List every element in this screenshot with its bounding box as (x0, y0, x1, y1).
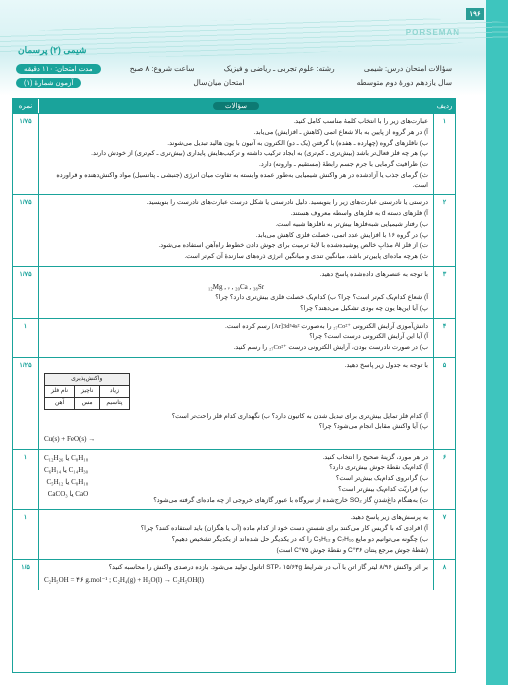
question-row: ۲ درستی یا نادرستی عبارت‌های زیر را بنویس… (13, 194, 455, 266)
q-line: بر اثر واکنش ۸/۹۶ لیتر گاز اتن با آب در … (44, 563, 428, 573)
q-line: ب) گرانروی کدام‌یک بیش‌تر است؟ (118, 474, 428, 484)
q-line: ب) نافلزهای گروه (چهارده ـ هفده) با گرفت… (44, 139, 428, 149)
head-num: ردیف (433, 99, 455, 113)
q-line: پ) آیا واکنش مقابل انجام می‌شود؟ چرا؟ (44, 422, 428, 432)
q-line: با توجه به جدول زیر پاسخ دهید. (44, 361, 428, 371)
row-score: ۱ (13, 450, 39, 510)
row-score: ۱/۷۵ (13, 114, 39, 194)
header-row-1: سؤالات امتحان درس: شیمی رشته: علوم تجربی… (12, 62, 456, 76)
row-question: بر اثر واکنش ۸/۹۶ لیتر گاز اتن با آب در … (39, 560, 433, 589)
formula: CaCO₃ یا CaO (44, 489, 88, 500)
head-score: نمره (13, 99, 39, 113)
header-field: رشته: علوم تجربی ـ ریاضی و فیزیک (224, 64, 335, 74)
q-line: آ) در هر گروه از پایین به بالا شعاع اتمی… (44, 128, 428, 138)
q-line: ب) در صورت نادرست بودن، آرایش الکترونی د… (44, 343, 428, 353)
q-line: آ) آیا این آرایش الکترونی درست است؟ چرا؟ (44, 332, 428, 342)
q-line: پ) هر چه فلز فعال‌تر باشد (بیش‌تری ـ کم‌… (44, 149, 428, 159)
formula: C₅H₁₂ یا C₈H₁₈ (44, 477, 88, 488)
header-examno: آزمون شمارۀ (۱) (16, 78, 81, 88)
table-head: ردیف سؤالات نمره (13, 99, 455, 113)
page-number: ۱۹۶ (466, 8, 484, 20)
row-score: ۱ (13, 319, 39, 357)
question-row: ۵ با توجه به جدول زیر پاسخ دهید. واکنش‌پذی… (13, 357, 455, 449)
formula: ₁₂Mg , ᵥ , ₂₀Ca , ₃₈Sr (44, 281, 428, 294)
q-line: آ) شعاع کدام‌یک کم‌تر است؟ چرا؟ ب) کدام‌… (44, 293, 428, 303)
row-score: ۱ (13, 510, 39, 559)
formula: C₁₂H₂₆ یا C₈H₁₈ (44, 453, 88, 464)
q-line: ب) چگونه می‌توانیم دو مایع C₇H₁₆ و C₅H₁₂… (44, 535, 428, 545)
row-num: ۴ (433, 319, 455, 357)
question-row: ۸ بر اثر واکنش ۸/۹۶ لیتر گاز اتن با آب در… (13, 559, 455, 589)
row-score: ۱/۷۵ (13, 195, 39, 266)
q-line: ب) رفتار شیمیایی شبه‌فلزها بیش‌تر به ناف… (44, 220, 428, 230)
q-line: ت) از فلز Al مذابِ خالص پوشیده‌شده با لا… (44, 241, 428, 251)
row-num: ۲ (433, 195, 455, 266)
q-line: ت) ظرافیت گرمایی با جرم جسم رابطۀ (مستقی… (44, 160, 428, 170)
q-line: درستی یا نادرستی عبارت‌های زیر را بنویسی… (44, 198, 428, 208)
q-line: (نقطۀ جوش مرجع پنتان ۳۶°C و نقطۀ جوش ۷۵°… (44, 546, 428, 556)
two-col: در هر مورد، گزینۀ صحیح را انتخاب کنید.آ)… (44, 453, 428, 507)
q-line: ث) هرچه ماده‌ای پایین‌تر باشد، میانگین ت… (44, 252, 428, 262)
row-question: در هر مورد، گزینۀ صحیح را انتخاب کنید.آ)… (39, 450, 433, 510)
exam-header: سؤالات امتحان درس: شیمی رشته: علوم تجربی… (12, 62, 456, 90)
row-num: ۷ (433, 510, 455, 559)
row-num: ۸ (433, 560, 455, 589)
row-question: به پرسش‌های زیر پاسخ دهید.آ) افرادی که ب… (39, 510, 433, 559)
row-question: درستی یا نادرستی عبارت‌های زیر را بنویسی… (39, 195, 433, 266)
row-question: با توجه به عنصرهای داده‌شده پاسخ دهید.₁₂… (39, 267, 433, 318)
formula: Cu(s) + FeO(s) → (44, 433, 428, 446)
row-question: دانش‌آموزی آرایش الکترونی ₂₇Co²⁺ را به‌ص… (39, 319, 433, 357)
q-line: عبارت‌های زیر را با انتخاب کلمۀ مناسب کا… (44, 117, 428, 127)
row-score: ۱/۲۵ (13, 358, 39, 449)
row-question: با توجه به جدول زیر پاسخ دهید. واکنش‌پذیر… (39, 358, 433, 449)
row-num: ۳ (433, 267, 455, 318)
q-line: پ) در گروه ۱۶ با افزایش عدد اتمی، خصلت ف… (44, 231, 428, 241)
row-score: ۱/۷۵ (13, 267, 39, 318)
header-duration: مدت امتحان: ۱۱۰ دقیقه (16, 64, 101, 74)
header-term: امتحان میان‌سال (193, 78, 244, 88)
q-line: آ) کدام فلز تمایل بیش‌تری برای تبدیل شدن… (44, 412, 428, 422)
question-row: ۶در هر مورد، گزینۀ صحیح را انتخاب کنید.آ… (13, 449, 455, 510)
formula: C₆H₁₄ یا C₁₄H₃₀ (44, 465, 88, 476)
row-num: ۵ (433, 358, 455, 449)
q-line: آ) کدام‌یک نقطۀ جوش بیش‌تری دارد؟ (118, 463, 428, 473)
q-line: ت) به‌هنگام داغ‌شدنِ گاز SO₂ خارج‌شده از… (118, 496, 428, 506)
breadcrumb: شیمی (۲) پرسمان (18, 45, 86, 56)
header-row-2: سال یازدهم دورۀ دوم متوسطه امتحان میان‌س… (12, 76, 456, 90)
row-question: عبارت‌های زیر را با انتخاب کلمۀ مناسب کا… (39, 114, 433, 194)
questions-table: ردیف سؤالات نمره ۱ عبارت‌های زیر را با ان… (12, 98, 456, 673)
row-score: ۱/۵ (13, 560, 39, 589)
header-grade: سال یازدهم دورۀ دوم متوسطه (357, 78, 452, 88)
q-line: به پرسش‌های زیر پاسخ دهید. (44, 513, 428, 523)
q-line: آ) فلزهای دسته d به فلزهای واسطه معروف ه… (44, 209, 428, 219)
q-line: آ) افرادی که با گریس کار می‌کنند برای شس… (44, 524, 428, 534)
question-row: ۷به پرسش‌های زیر پاسخ دهید.آ) افرادی که … (13, 509, 455, 559)
brand: PORSEMAN (406, 28, 460, 37)
row-num: ۱ (433, 114, 455, 194)
mini-table: واکنش‌پذیریزیادناچیزنام فلزپتاسیممسآهن (44, 373, 130, 410)
q-line: در هر مورد، گزینۀ صحیح را انتخاب کنید. (118, 453, 428, 463)
formula: C₂H₅OH = ۴۶ g.mol⁻¹ ; C₂H₄(g) + H₂O(l) →… (44, 574, 428, 587)
header-start: ساعت شروع: ۸ صبح (130, 64, 195, 74)
q-line: با توجه به عنصرهای داده‌شده پاسخ دهید. (44, 270, 428, 280)
question-row: ۱ عبارت‌های زیر را با انتخاب کلمۀ مناسب ک… (13, 113, 455, 194)
header-subject: سؤالات امتحان درس: شیمی (364, 64, 452, 74)
question-row: ۴ دانش‌آموزی آرایش الکترونی ₂₇Co²⁺ را به‌… (13, 318, 455, 357)
q-line: پ) آیا این‌ها یون چه بودی تشکیل می‌دهند؟… (44, 304, 428, 314)
q-line: پ) فراریّت کدام‌یک بیش‌تر است؟ (118, 485, 428, 495)
q-line: ث) گرمای جذب یا آزادشده در هر واکنش شیمی… (44, 171, 428, 191)
question-row: ۳با توجه به عنصرهای داده‌شده پاسخ دهید.₁… (13, 266, 455, 318)
head-q: سؤالات (39, 99, 433, 113)
row-num: ۶ (433, 450, 455, 510)
q-line: دانش‌آموزی آرایش الکترونی ₂₇Co²⁺ را به‌ص… (44, 322, 428, 332)
page-background: ۱۹۶ PORSEMAN شیمی (۲) پرسمان سؤالات امتح… (0, 0, 508, 685)
